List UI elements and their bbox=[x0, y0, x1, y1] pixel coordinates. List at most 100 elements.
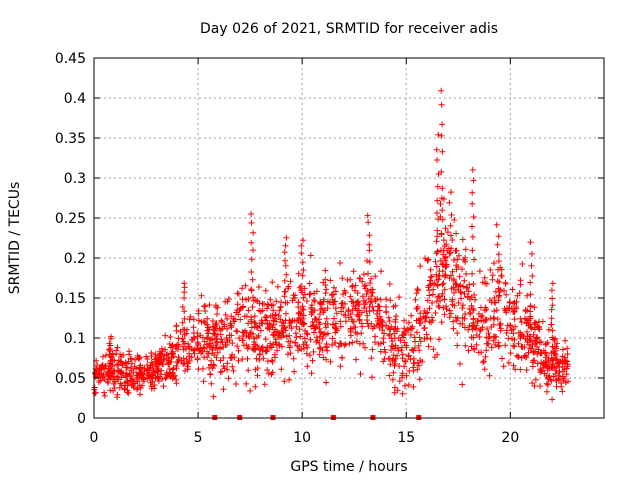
data-point bbox=[300, 294, 307, 301]
data-point bbox=[459, 236, 466, 243]
data-point bbox=[327, 358, 334, 365]
data-point bbox=[564, 361, 571, 368]
data-point bbox=[216, 325, 223, 332]
data-point bbox=[445, 245, 452, 252]
data-point bbox=[356, 316, 363, 323]
data-point bbox=[297, 317, 304, 324]
data-point bbox=[359, 309, 365, 316]
data-point bbox=[455, 300, 462, 306]
data-point bbox=[504, 305, 510, 312]
data-point bbox=[508, 327, 515, 334]
data-point bbox=[530, 349, 537, 356]
data-point bbox=[441, 243, 448, 250]
data-point bbox=[248, 324, 255, 331]
data-point bbox=[403, 344, 410, 351]
data-point bbox=[387, 297, 394, 304]
y-tick-label: 0.25 bbox=[55, 211, 86, 227]
data-point bbox=[134, 378, 141, 385]
data-point bbox=[339, 275, 346, 282]
data-point bbox=[364, 257, 370, 264]
data-point bbox=[277, 334, 283, 341]
data-point bbox=[345, 308, 352, 315]
data-point bbox=[114, 394, 120, 401]
data-point bbox=[285, 283, 292, 290]
data-point bbox=[283, 234, 290, 241]
data-point bbox=[237, 316, 244, 323]
data-point bbox=[401, 382, 408, 389]
data-point bbox=[553, 367, 560, 374]
data-point bbox=[414, 366, 421, 373]
data-point bbox=[239, 329, 246, 336]
data-point bbox=[329, 321, 336, 328]
data-point bbox=[275, 312, 282, 319]
data-point bbox=[272, 339, 279, 346]
data-point bbox=[391, 384, 398, 391]
data-point bbox=[534, 360, 541, 367]
data-point bbox=[309, 319, 316, 325]
data-point bbox=[392, 316, 399, 323]
data-point bbox=[273, 318, 280, 325]
data-point bbox=[375, 341, 382, 347]
data-point bbox=[495, 297, 502, 304]
data-point bbox=[536, 339, 543, 346]
data-point bbox=[526, 337, 533, 343]
data-point bbox=[437, 201, 444, 207]
data-point bbox=[388, 347, 394, 354]
data-point bbox=[357, 275, 364, 282]
data-point bbox=[492, 299, 499, 306]
data-point bbox=[258, 319, 265, 326]
data-point bbox=[361, 271, 367, 278]
x-tick-label: 15 bbox=[397, 430, 415, 446]
data-point bbox=[227, 355, 234, 361]
data-point bbox=[431, 281, 438, 287]
data-point bbox=[440, 280, 447, 287]
data-point bbox=[291, 317, 298, 324]
data-point bbox=[105, 376, 112, 383]
data-point bbox=[262, 336, 269, 343]
data-point bbox=[417, 263, 424, 270]
data-point bbox=[173, 322, 180, 329]
data-point bbox=[337, 363, 344, 370]
data-point bbox=[108, 333, 114, 340]
data-point bbox=[113, 347, 120, 354]
data-point bbox=[252, 383, 259, 390]
data-point bbox=[438, 101, 445, 108]
data-point bbox=[220, 344, 227, 350]
data-point bbox=[352, 324, 359, 331]
data-point bbox=[297, 333, 304, 340]
data-point bbox=[365, 296, 372, 302]
data-point bbox=[106, 365, 113, 372]
data-point bbox=[436, 336, 442, 343]
data-point bbox=[386, 372, 393, 379]
data-point bbox=[454, 330, 461, 337]
data-point bbox=[500, 363, 507, 370]
data-point bbox=[423, 313, 429, 320]
data-point bbox=[548, 321, 555, 328]
data-point bbox=[362, 344, 368, 351]
data-point bbox=[278, 366, 285, 373]
data-point bbox=[441, 311, 448, 318]
data-point bbox=[533, 335, 540, 342]
data-point bbox=[495, 285, 502, 292]
data-point bbox=[236, 307, 243, 313]
data-point bbox=[254, 298, 261, 305]
data-point bbox=[224, 366, 231, 373]
data-point bbox=[225, 296, 232, 303]
data-point bbox=[512, 323, 519, 330]
data-point bbox=[563, 371, 570, 378]
data-point bbox=[528, 325, 535, 332]
data-point bbox=[510, 300, 517, 307]
data-point bbox=[443, 263, 450, 270]
data-point bbox=[399, 390, 406, 397]
data-point bbox=[300, 320, 307, 327]
data-point bbox=[517, 333, 524, 340]
data-point bbox=[331, 339, 338, 346]
data-point bbox=[372, 333, 379, 340]
data-point bbox=[390, 352, 397, 359]
data-point bbox=[449, 268, 456, 275]
data-point bbox=[363, 291, 370, 298]
data-point bbox=[218, 336, 225, 343]
data-point bbox=[409, 347, 416, 353]
data-point bbox=[274, 283, 281, 290]
data-point bbox=[481, 274, 488, 281]
